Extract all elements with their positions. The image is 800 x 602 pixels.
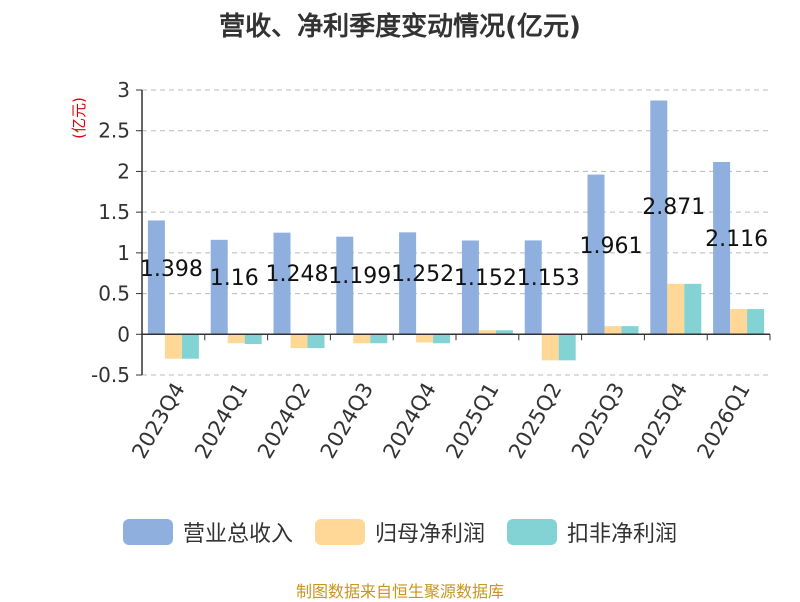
bar-deducted-profit-2024Q1[interactable] (244, 334, 262, 345)
y-tick-label: 0 (117, 322, 130, 346)
data-label-revenue: 1.199 (328, 264, 391, 289)
y-tick-label: 2 (117, 159, 130, 183)
bar-net-profit-2025Q4[interactable] (667, 283, 685, 335)
data-label-revenue: 1.16 (210, 266, 259, 291)
bar-revenue-2025Q4[interactable] (650, 100, 668, 335)
x-tick-label: 2025Q3 (567, 379, 629, 463)
y-tick-label: 2.5 (98, 119, 130, 143)
legend-swatch-revenue (122, 519, 173, 545)
bar-deducted-profit-2024Q3[interactable] (370, 334, 388, 344)
bar-revenue-2026Q1[interactable] (713, 161, 731, 335)
x-tick-label: 2024Q2 (253, 379, 315, 463)
bar-deducted-profit-2025Q4[interactable] (684, 283, 702, 335)
data-label-revenue: 1.248 (266, 262, 329, 287)
bar-net-profit-2026Q1[interactable] (730, 309, 748, 335)
bar-deducted-profit-2025Q3[interactable] (621, 326, 639, 335)
data-label-revenue: 2.116 (705, 227, 768, 252)
legend-label-net-profit: 归母净利润 (374, 522, 485, 547)
bar-net-profit-2025Q1[interactable] (478, 330, 496, 335)
chart-title: 营收、净利季度变动情况(亿元) (219, 12, 581, 42)
y-tick-label: 0.5 (98, 282, 130, 306)
x-tick-label: 2026Q1 (692, 379, 754, 463)
bar-revenue-2025Q3[interactable] (587, 174, 605, 335)
x-tick-label: 2025Q2 (504, 379, 566, 463)
x-tick-label: 2024Q1 (190, 379, 252, 463)
source-note: 制图数据来自恒生聚源数据库 (295, 582, 504, 601)
bar-revenue-2024Q1[interactable] (210, 239, 228, 335)
bar-revenue-2025Q1[interactable] (461, 240, 479, 335)
legend: 营业总收入 归母净利润 扣非净利润 (0, 516, 800, 548)
x-tick-label: 2025Q4 (630, 379, 692, 463)
data-label-revenue: 1.153 (517, 266, 580, 291)
bar-revenue-2024Q3[interactable] (336, 236, 354, 335)
data-label-revenue: 1.152 (454, 266, 517, 291)
x-tick-label: 2025Q1 (441, 379, 503, 463)
bar-deducted-profit-2024Q4[interactable] (433, 334, 451, 344)
bar-revenue-2024Q4[interactable] (399, 232, 417, 335)
legend-swatch-deducted-profit (507, 519, 557, 545)
x-tick-label: 2023Q4 (127, 379, 189, 463)
data-label-revenue: 1.398 (140, 257, 203, 282)
y-tick-label: 1.5 (98, 200, 130, 224)
data-label-revenue: 2.871 (642, 195, 705, 220)
bar-net-profit-2025Q3[interactable] (604, 326, 622, 335)
data-label-revenue: 1.961 (580, 234, 643, 259)
bar-revenue-2023Q4[interactable] (147, 220, 165, 335)
y-tick-label: -0.5 (91, 363, 130, 387)
bar-deducted-profit-2025Q1[interactable] (495, 330, 513, 335)
bar-deducted-profit-2025Q2[interactable] (558, 334, 576, 361)
y-axis-label: (亿元) (70, 97, 88, 139)
legend-item-deducted-profit[interactable]: 扣非净利润 (507, 516, 677, 548)
x-tick-label: 2024Q4 (378, 378, 440, 462)
bar-net-profit-2025Q2[interactable] (541, 334, 559, 361)
legend-label-revenue: 营业总收入 (182, 522, 293, 547)
legend-swatch-net-profit (314, 519, 365, 545)
bar-deducted-profit-2023Q4[interactable] (181, 334, 199, 359)
legend-item-revenue[interactable]: 营业总收入 (122, 516, 293, 548)
y-tick-label: 3 (117, 78, 130, 102)
bar-net-profit-2024Q3[interactable] (353, 334, 371, 344)
bar-revenue-2025Q2[interactable] (524, 240, 542, 335)
legend-label-deducted-profit: 扣非净利润 (567, 522, 678, 547)
bar-net-profit-2024Q4[interactable] (416, 334, 434, 343)
bar-deducted-profit-2024Q2[interactable] (307, 334, 325, 349)
x-tick-label: 2024Q3 (316, 379, 378, 463)
bar-net-profit-2024Q2[interactable] (290, 334, 308, 349)
legend-item-net-profit[interactable]: 归母净利润 (314, 516, 485, 548)
data-label-revenue: 1.252 (391, 262, 454, 287)
bar-deducted-profit-2026Q1[interactable] (747, 309, 765, 335)
bar-revenue-2024Q2[interactable] (273, 232, 291, 335)
bar-net-profit-2023Q4[interactable] (164, 334, 182, 359)
bar-net-profit-2024Q1[interactable] (227, 334, 245, 344)
y-tick-label: 1 (117, 241, 130, 265)
